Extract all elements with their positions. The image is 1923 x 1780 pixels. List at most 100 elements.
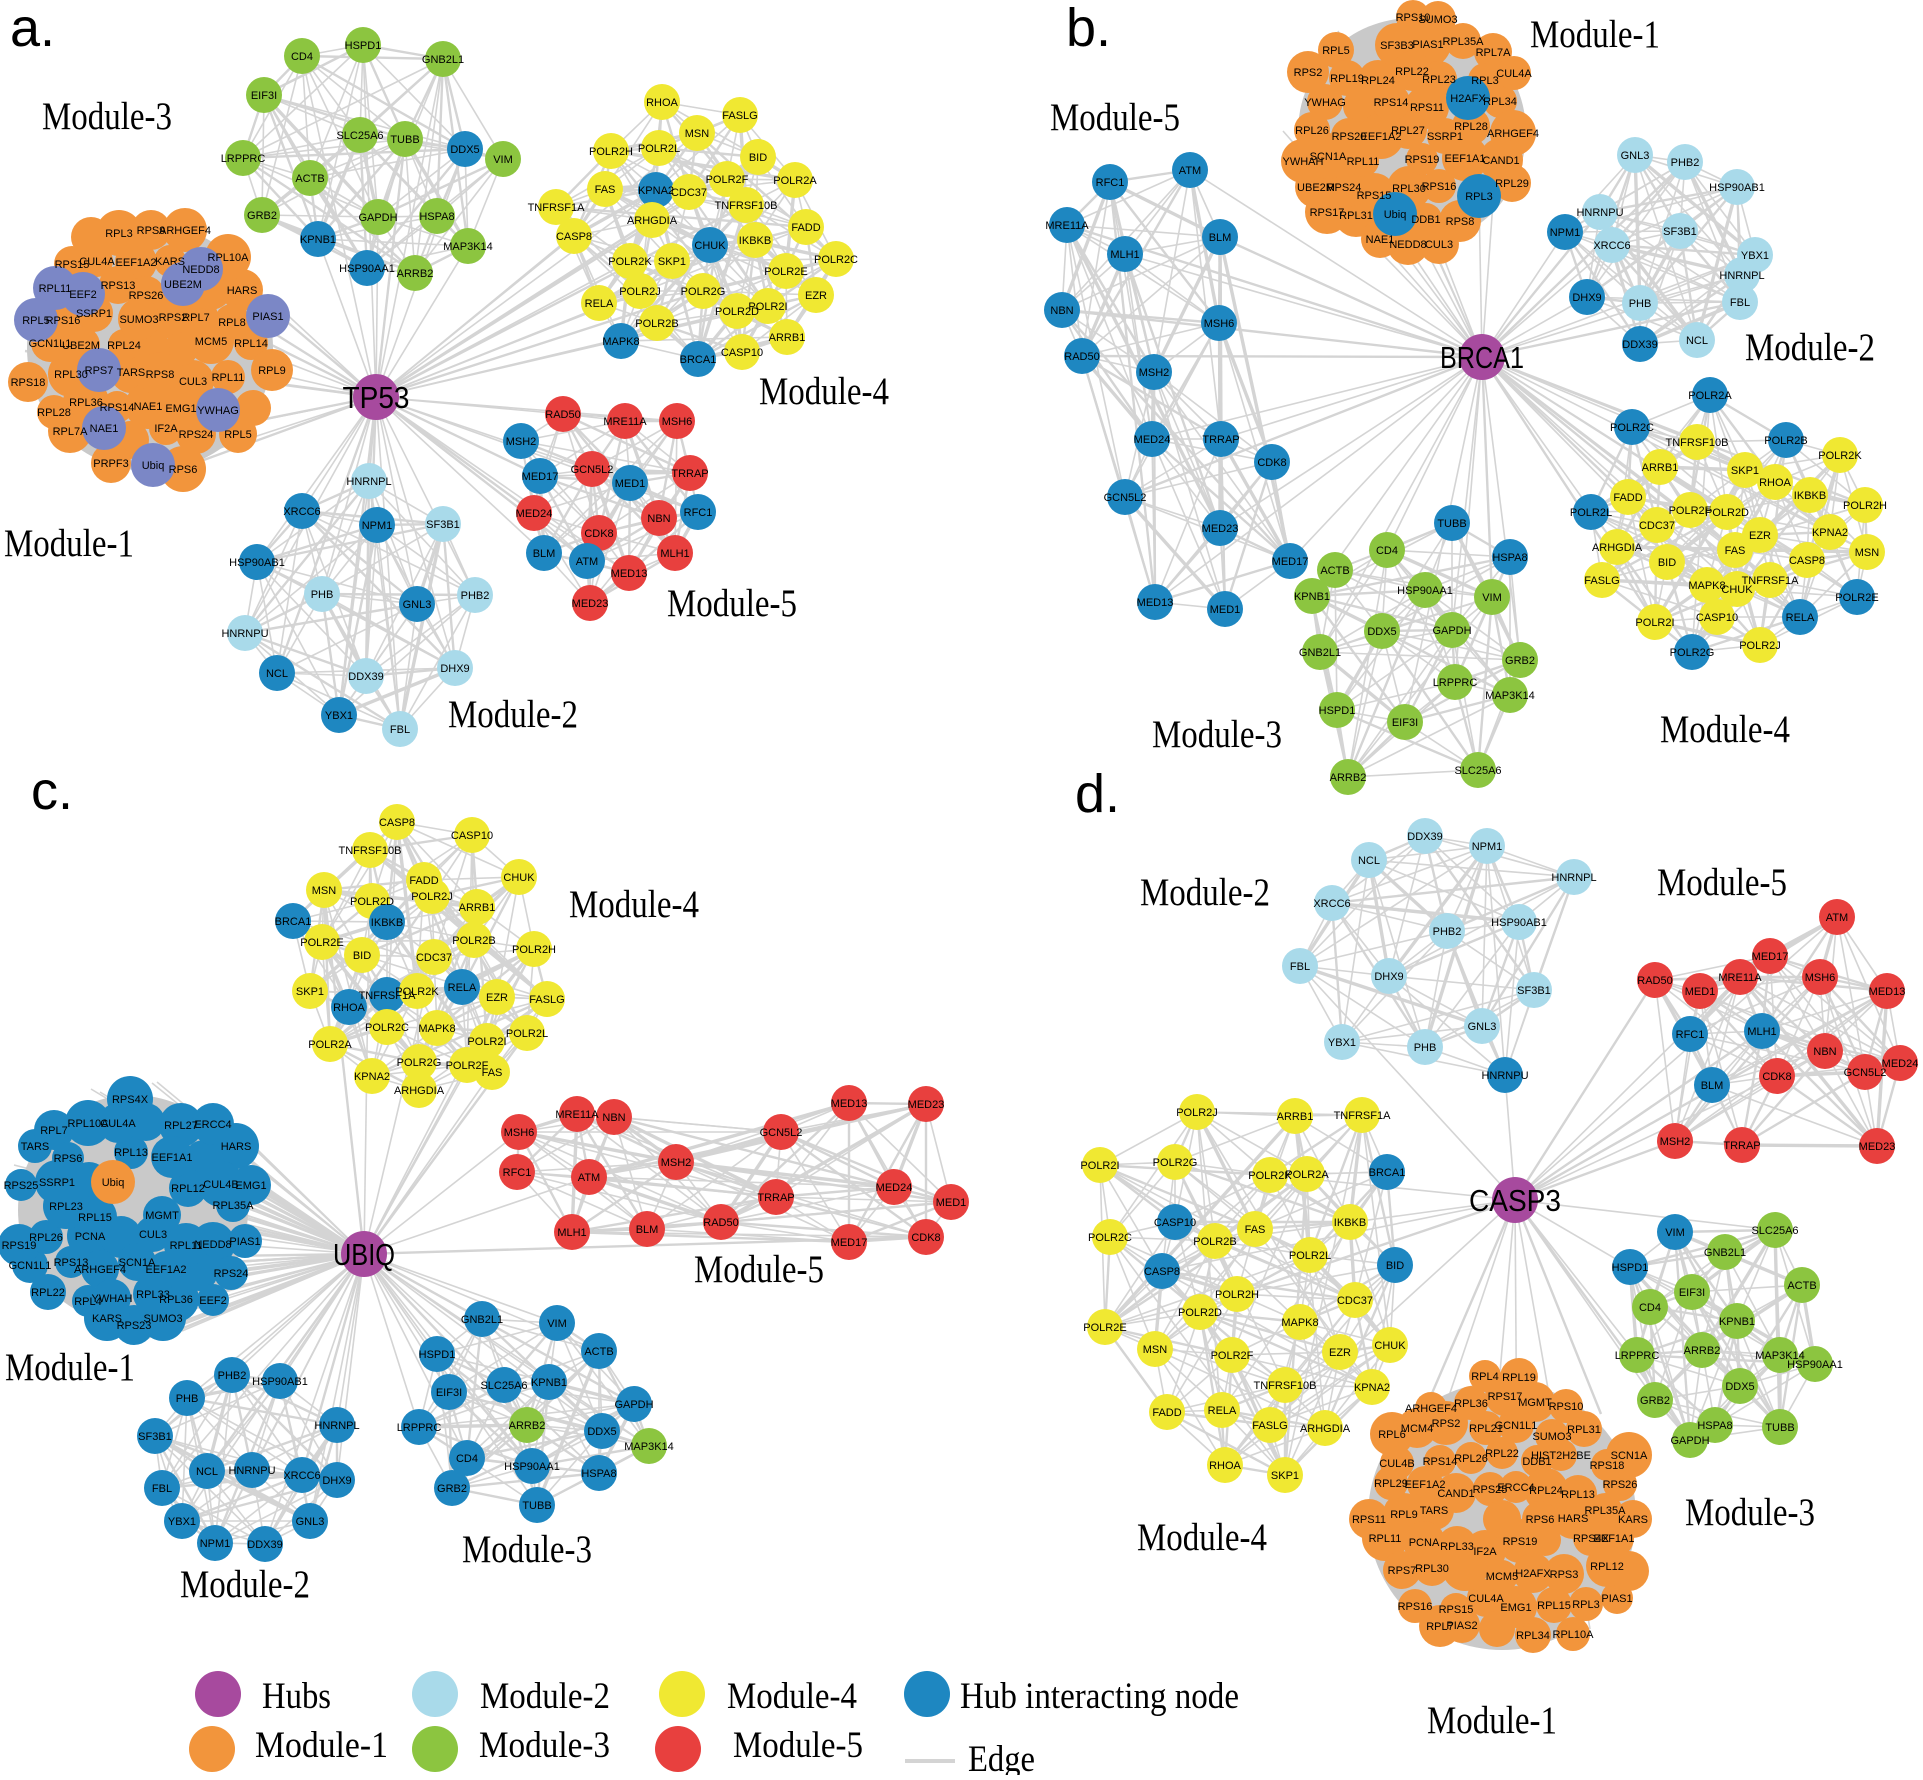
svg-text:MCM5: MCM5	[195, 336, 227, 348]
svg-text:CAND1: CAND1	[1437, 1488, 1474, 1500]
svg-text:NEDD8: NEDD8	[182, 264, 219, 276]
svg-text:TRRAP: TRRAP	[671, 468, 708, 480]
svg-text:RPS13: RPS13	[101, 280, 136, 292]
svg-text:RPS3: RPS3	[1550, 1569, 1579, 1581]
svg-text:ATM: ATM	[576, 556, 598, 568]
svg-text:EMG1: EMG1	[165, 403, 196, 415]
svg-text:ARRB1: ARRB1	[459, 902, 496, 914]
svg-text:SF3B3: SF3B3	[1380, 40, 1414, 52]
svg-text:PIAS2: PIAS2	[1446, 1620, 1477, 1632]
svg-text:CUL3: CUL3	[1425, 239, 1453, 251]
svg-text:GNL3: GNL3	[1621, 150, 1650, 162]
svg-text:RFC1: RFC1	[1676, 1029, 1705, 1041]
svg-text:MSH6: MSH6	[662, 416, 693, 428]
svg-text:NPM1: NPM1	[1550, 227, 1581, 239]
svg-text:RPL15: RPL15	[1537, 1600, 1571, 1612]
svg-text:GCN5L2: GCN5L2	[571, 464, 614, 476]
svg-text:MAPK8: MAPK8	[1688, 580, 1725, 592]
svg-text:SF3B1: SF3B1	[426, 519, 460, 531]
svg-text:RPL36: RPL36	[1454, 1398, 1488, 1410]
svg-text:CUL4A: CUL4A	[100, 1118, 136, 1130]
svg-text:DDB1: DDB1	[1522, 1456, 1551, 1468]
svg-text:POLR2I: POLR2I	[748, 301, 787, 313]
svg-text:Module-5: Module-5	[1657, 861, 1787, 904]
svg-text:NCL: NCL	[1358, 855, 1380, 867]
svg-text:RPL34: RPL34	[1516, 1630, 1550, 1642]
svg-text:GNL3: GNL3	[403, 599, 432, 611]
svg-text:RPS6: RPS6	[1526, 1514, 1555, 1526]
svg-text:RPS8: RPS8	[1446, 216, 1475, 228]
svg-text:IKBKB: IKBKB	[739, 235, 771, 247]
svg-text:HNRNPL: HNRNPL	[314, 1420, 359, 1432]
svg-text:RPL29: RPL29	[1374, 1478, 1408, 1490]
svg-text:PHB: PHB	[1629, 298, 1652, 310]
svg-text:RPL9: RPL9	[1390, 1509, 1418, 1521]
svg-text:MED24: MED24	[1882, 1058, 1919, 1070]
svg-text:DHX9: DHX9	[440, 663, 469, 675]
svg-text:SLC25A6: SLC25A6	[1454, 765, 1501, 777]
svg-text:ARRB2: ARRB2	[1684, 1345, 1721, 1357]
svg-text:GAPDH: GAPDH	[358, 212, 397, 224]
svg-text:EEF1A1: EEF1A1	[1594, 1533, 1635, 1545]
svg-text:POLR2E: POLR2E	[1083, 1322, 1126, 1334]
svg-text:CHUK: CHUK	[1374, 1340, 1406, 1352]
svg-text:EEF1A2: EEF1A2	[146, 1264, 187, 1276]
svg-text:Module-5: Module-5	[733, 1725, 863, 1766]
svg-text:MED13: MED13	[611, 568, 648, 580]
svg-text:MGMT: MGMT	[145, 1210, 179, 1222]
svg-text:MSH6: MSH6	[1805, 972, 1836, 984]
svg-text:MED13: MED13	[1137, 597, 1174, 609]
svg-text:RFC1: RFC1	[684, 507, 713, 519]
svg-text:KPNA2: KPNA2	[1354, 1382, 1390, 1394]
svg-text:ARRB1: ARRB1	[769, 332, 806, 344]
svg-text:RPS13: RPS13	[54, 1257, 89, 1269]
svg-text:RPS4X: RPS4X	[1573, 1533, 1610, 1545]
svg-text:POLR2I: POLR2I	[467, 1036, 506, 1048]
svg-text:FAS: FAS	[595, 184, 616, 196]
svg-text:TNFRSF1A: TNFRSF1A	[359, 990, 417, 1002]
svg-text:RPL3: RPL3	[1471, 75, 1499, 87]
svg-text:RPS10: RPS10	[1396, 12, 1431, 24]
svg-text:CD4: CD4	[1376, 545, 1398, 557]
svg-text:MSN: MSN	[685, 128, 710, 140]
svg-text:GCN1L1: GCN1L1	[1495, 1420, 1538, 1432]
svg-text:HSP90AB1: HSP90AB1	[1709, 182, 1765, 194]
svg-text:MED24: MED24	[876, 1182, 913, 1194]
svg-text:GNL3: GNL3	[1468, 1021, 1497, 1033]
svg-text:SSRP1: SSRP1	[1427, 131, 1463, 143]
svg-text:RPS19: RPS19	[1405, 154, 1440, 166]
svg-text:HSP90AB1: HSP90AB1	[1491, 917, 1547, 929]
svg-text:MSN: MSN	[1143, 1344, 1168, 1356]
svg-text:XRCC6: XRCC6	[1593, 240, 1630, 252]
svg-text:HIST2H2BE: HIST2H2BE	[1531, 1450, 1591, 1462]
svg-text:RPL23: RPL23	[49, 1201, 83, 1213]
svg-text:POLR2H: POLR2H	[1215, 1289, 1259, 1301]
svg-text:EZR: EZR	[1749, 530, 1771, 542]
svg-text:EEF1A1: EEF1A1	[1445, 153, 1486, 165]
svg-text:RPL13: RPL13	[1561, 1489, 1595, 1501]
svg-text:RPS4X: RPS4X	[112, 1094, 149, 1106]
svg-text:Ubiq: Ubiq	[1384, 209, 1407, 221]
svg-text:SF3B1: SF3B1	[1517, 985, 1551, 997]
svg-text:Ubiq: Ubiq	[142, 460, 165, 472]
svg-text:MLH1: MLH1	[1110, 249, 1139, 261]
svg-text:CHUK: CHUK	[694, 240, 726, 252]
svg-text:RPL35A: RPL35A	[1585, 1505, 1627, 1517]
svg-text:EZR: EZR	[1329, 1347, 1351, 1359]
svg-text:XRCC6: XRCC6	[1313, 898, 1350, 910]
svg-text:RPS20: RPS20	[1332, 131, 1367, 143]
svg-text:CUL3: CUL3	[139, 1229, 167, 1241]
svg-text:RPS14: RPS14	[1423, 1456, 1458, 1468]
svg-text:CASP8: CASP8	[1144, 1266, 1180, 1278]
svg-text:POLR2J: POLR2J	[1176, 1107, 1218, 1119]
svg-text:IF2A: IF2A	[1473, 1546, 1497, 1558]
svg-text:KPNB1: KPNB1	[1294, 591, 1330, 603]
svg-text:DHX9: DHX9	[1374, 971, 1403, 983]
svg-text:RPS24: RPS24	[179, 429, 214, 441]
svg-text:SKP1: SKP1	[658, 256, 686, 268]
svg-text:Module-5: Module-5	[667, 582, 797, 625]
svg-text:POLR2E: POLR2E	[1835, 592, 1878, 604]
svg-text:RAD50: RAD50	[703, 1217, 738, 1229]
svg-text:GAPDH: GAPDH	[1670, 1435, 1709, 1447]
svg-text:LRPPRC: LRPPRC	[1433, 677, 1478, 689]
